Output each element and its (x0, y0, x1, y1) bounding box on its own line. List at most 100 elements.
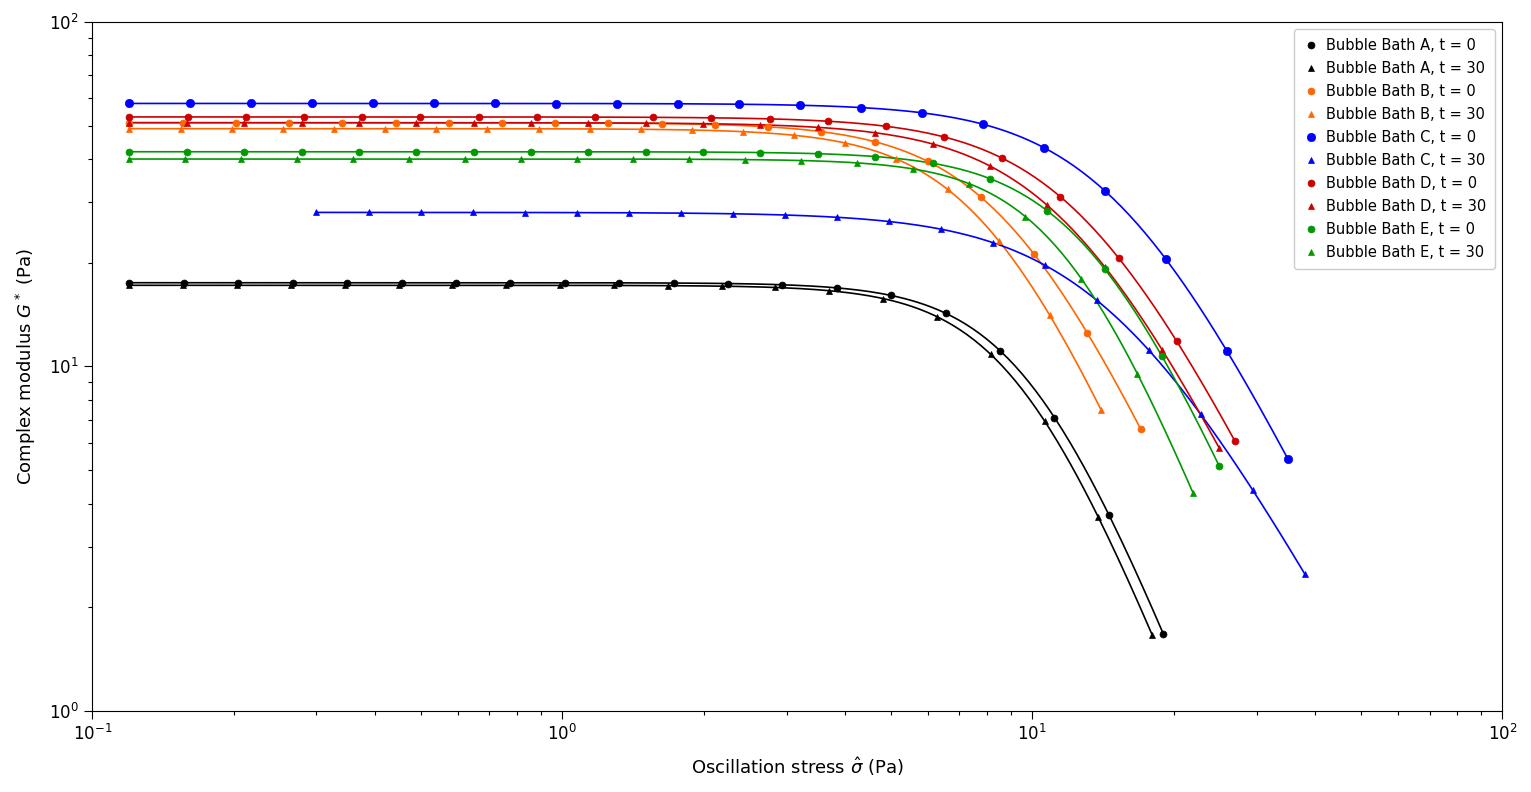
Bubble Bath D, t = 0 (761, 114, 779, 124)
Bubble Bath B, t = 30 (733, 127, 752, 136)
Bubble Bath D, t = 0 (703, 113, 721, 123)
Bubble Bath B, t = 0 (227, 118, 245, 128)
Bubble Bath E, t = 0 (637, 147, 655, 157)
Bubble Bath A, t = 30 (712, 281, 730, 291)
Bubble Bath C, t = 0 (974, 120, 992, 129)
Bubble Bath E, t = 0 (522, 147, 540, 157)
Bubble Bath E, t = 30 (625, 154, 643, 164)
Bubble Bath C, t = 30 (516, 208, 534, 217)
Line: Bubble Bath E, t = 30: Bubble Bath E, t = 30 (126, 155, 1197, 497)
Bubble Bath A, t = 30 (658, 281, 677, 291)
Bubble Bath B, t = 30 (171, 124, 190, 133)
Bubble Bath C, t = 30 (1087, 295, 1105, 305)
Bubble Bath E, t = 30 (1128, 369, 1147, 379)
Bubble Bath C, t = 0 (1096, 186, 1115, 196)
Line: Bubble Bath C, t = 0: Bubble Bath C, t = 0 (126, 99, 1292, 463)
Bubble Bath E, t = 30 (1017, 211, 1035, 221)
Bubble Bath A, t = 30 (444, 280, 462, 290)
Bubble Bath A, t = 0 (1046, 413, 1064, 422)
Bubble Bath A, t = 30 (1035, 417, 1053, 426)
Bubble Bath D, t = 0 (121, 112, 139, 122)
Bubble Bath E, t = 30 (680, 154, 698, 164)
Bubble Bath A, t = 0 (447, 278, 465, 287)
Bubble Bath B, t = 30 (530, 124, 548, 134)
Bubble Bath E, t = 0 (579, 147, 597, 157)
Bubble Bath E, t = 0 (349, 147, 367, 157)
Bubble Bath B, t = 0 (652, 119, 671, 128)
Bubble Bath E, t = 30 (848, 158, 867, 168)
Bubble Bath C, t = 30 (776, 210, 795, 219)
Bubble Bath B, t = 0 (706, 120, 724, 129)
Bubble Bath B, t = 30 (580, 124, 599, 134)
Bubble Bath B, t = 0 (811, 127, 830, 136)
Bubble Bath B, t = 30 (989, 236, 1007, 246)
Bubble Bath B, t = 0 (599, 118, 617, 128)
Bubble Bath D, t = 30 (178, 118, 196, 128)
Bubble Bath D, t = 0 (819, 116, 837, 126)
Bubble Bath B, t = 0 (865, 137, 883, 147)
Bubble Bath D, t = 30 (579, 118, 597, 128)
Bubble Bath E, t = 0 (752, 148, 770, 158)
Bubble Bath C, t = 30 (360, 208, 378, 217)
Bubble Bath C, t = 0 (1217, 346, 1236, 356)
Bubble Bath E, t = 0 (121, 147, 139, 157)
Bubble Bath D, t = 0 (237, 112, 256, 122)
Line: Bubble Bath D, t = 0: Bubble Bath D, t = 0 (126, 113, 1239, 445)
Bubble Bath B, t = 30 (427, 124, 446, 133)
Bubble Bath D, t = 30 (1095, 262, 1113, 272)
Bubble Bath B, t = 30 (785, 131, 804, 140)
Bubble Bath B, t = 30 (222, 124, 240, 133)
Bubble Bath B, t = 30 (1092, 405, 1110, 414)
Bubble Bath B, t = 30 (632, 124, 651, 134)
Bubble Bath D, t = 0 (179, 112, 197, 122)
Bubble Bath C, t = 30 (1295, 569, 1314, 579)
Bubble Bath B, t = 0 (334, 118, 352, 128)
Bubble Bath C, t = 0 (669, 99, 687, 109)
Bubble Bath E, t = 0 (694, 147, 712, 157)
Bubble Bath C, t = 0 (242, 99, 260, 109)
Bubble Bath A, t = 0 (773, 280, 792, 290)
Bubble Bath B, t = 30 (121, 124, 139, 133)
Bubble Bath A, t = 30 (121, 280, 139, 290)
Bubble Bath C, t = 0 (912, 108, 931, 117)
Bubble Bath A, t = 30 (175, 280, 193, 290)
Bubble Bath E, t = 30 (736, 155, 755, 165)
Bubble Bath D, t = 30 (407, 118, 426, 128)
Bubble Bath A, t = 30 (605, 280, 623, 290)
Bubble Bath B, t = 0 (173, 118, 191, 128)
Bubble Bath D, t = 0 (354, 112, 372, 122)
Bubble Bath E, t = 0 (1209, 462, 1228, 471)
Bubble Bath E, t = 0 (981, 174, 1000, 184)
Line: Bubble Bath C, t = 30: Bubble Bath C, t = 30 (312, 209, 1309, 577)
Bubble Bath E, t = 30 (1183, 489, 1202, 498)
Bubble Bath C, t = 30 (1191, 409, 1209, 419)
Bubble Bath A, t = 0 (1099, 510, 1118, 520)
Bubble Bath A, t = 0 (175, 278, 193, 287)
Bubble Bath A, t = 0 (283, 278, 302, 287)
Bubble Bath D, t = 30 (867, 128, 885, 138)
Line: Bubble Bath A, t = 0: Bubble Bath A, t = 0 (126, 280, 1167, 638)
Bubble Bath A, t = 0 (609, 278, 628, 287)
Bubble Bath A, t = 30 (928, 312, 946, 322)
Bubble Bath D, t = 0 (645, 112, 663, 122)
Bubble Bath C, t = 0 (1035, 143, 1053, 153)
Bubble Bath A, t = 0 (882, 291, 900, 300)
Bubble Bath D, t = 0 (994, 154, 1012, 163)
Bubble Bath C, t = 0 (487, 99, 505, 109)
Bubble Bath E, t = 30 (344, 154, 363, 164)
Bubble Bath A, t = 30 (766, 283, 784, 292)
Bubble Bath A, t = 30 (874, 294, 893, 303)
Bubble Bath B, t = 30 (377, 124, 395, 133)
Bubble Bath A, t = 30 (1144, 630, 1162, 640)
Bubble Bath D, t = 30 (1038, 200, 1056, 210)
Bubble Bath B, t = 0 (547, 118, 565, 128)
Bubble Bath A, t = 30 (389, 280, 407, 290)
Bubble Bath B, t = 30 (683, 125, 701, 135)
Bubble Bath C, t = 30 (568, 208, 586, 217)
Bubble Bath E, t = 30 (960, 179, 978, 188)
Bubble Bath E, t = 30 (121, 154, 139, 164)
Bubble Bath E, t = 0 (464, 147, 482, 157)
Bubble Bath E, t = 30 (1072, 274, 1090, 284)
Bubble Bath A, t = 30 (1089, 512, 1107, 522)
Bubble Bath A, t = 0 (501, 278, 519, 287)
